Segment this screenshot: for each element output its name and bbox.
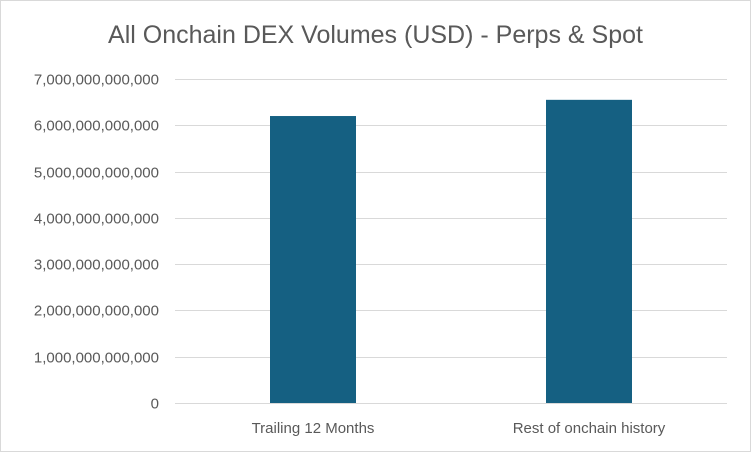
bar bbox=[270, 116, 356, 404]
y-tick-label: 4,000,000,000,000 bbox=[34, 211, 159, 228]
x-tick-label: Rest of onchain history bbox=[513, 420, 666, 437]
y-tick-label: 1,000,000,000,000 bbox=[34, 350, 159, 367]
x-tick-label: Trailing 12 Months bbox=[252, 420, 375, 437]
y-tick-label: 6,000,000,000,000 bbox=[34, 118, 159, 135]
y-tick-label: 3,000,000,000,000 bbox=[34, 257, 159, 274]
y-tick-label: 7,000,000,000,000 bbox=[34, 72, 159, 89]
bar bbox=[546, 99, 632, 403]
chart-title: All Onchain DEX Volumes (USD) - Perps & … bbox=[108, 21, 643, 49]
y-tick-label: 2,000,000,000,000 bbox=[34, 303, 159, 320]
y-tick-label: 5,000,000,000,000 bbox=[34, 165, 159, 182]
y-tick-label: 0 bbox=[151, 396, 159, 413]
